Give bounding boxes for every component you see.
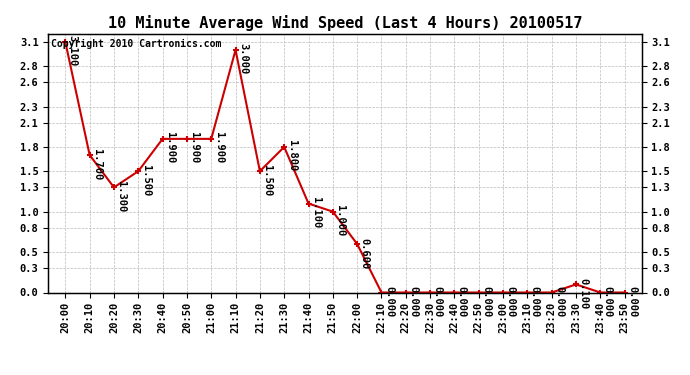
Text: 1.000: 1.000 [335,205,345,236]
Text: 0.000: 0.000 [530,286,540,317]
Text: 1.900: 1.900 [189,132,199,164]
Text: 1.900: 1.900 [214,132,224,164]
Title: 10 Minute Average Wind Speed (Last 4 Hours) 20100517: 10 Minute Average Wind Speed (Last 4 Hou… [108,15,582,31]
Text: 0.000: 0.000 [603,286,613,317]
Text: 3.000: 3.000 [238,44,248,75]
Text: 0.000: 0.000 [408,286,418,317]
Text: 0.000: 0.000 [506,286,515,317]
Text: 1.100: 1.100 [311,197,321,228]
Text: 1.300: 1.300 [117,181,126,212]
Text: 0.000: 0.000 [457,286,467,317]
Text: 0.000: 0.000 [433,286,442,317]
Text: 0.000: 0.000 [384,286,394,317]
Text: 1.700: 1.700 [92,148,102,180]
Text: 1.900: 1.900 [165,132,175,164]
Text: 1.800: 1.800 [286,141,297,172]
Text: 3.100: 3.100 [68,35,78,67]
Text: 0.600: 0.600 [359,237,370,269]
Text: 0.000: 0.000 [627,286,637,317]
Text: 1.500: 1.500 [262,165,273,196]
Text: Copyright 2010 Cartronics.com: Copyright 2010 Cartronics.com [51,39,221,49]
Text: 0.000: 0.000 [554,286,564,317]
Text: 0.100: 0.100 [578,278,589,309]
Text: 0.000: 0.000 [481,286,491,317]
Text: 1.500: 1.500 [141,165,150,196]
